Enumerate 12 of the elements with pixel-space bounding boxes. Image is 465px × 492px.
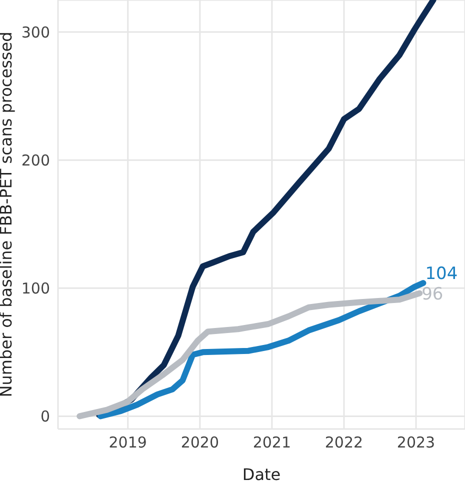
y-tick-label: 100 xyxy=(21,279,50,298)
x-tick-label: 2021 xyxy=(252,434,292,452)
x-tick-label: 2023 xyxy=(396,434,436,452)
y-tick-label: 0 xyxy=(40,408,50,426)
y-tick-label: 300 xyxy=(21,23,50,42)
annotation: 104 xyxy=(425,264,458,284)
x-tick-label: 2020 xyxy=(180,434,220,452)
x-tick-label: 2022 xyxy=(324,434,364,452)
x-axis-title: Date xyxy=(242,465,281,484)
annotation: 96 xyxy=(422,284,444,304)
y-tick-label: 200 xyxy=(21,151,50,170)
x-tick-label: 2019 xyxy=(108,434,147,452)
